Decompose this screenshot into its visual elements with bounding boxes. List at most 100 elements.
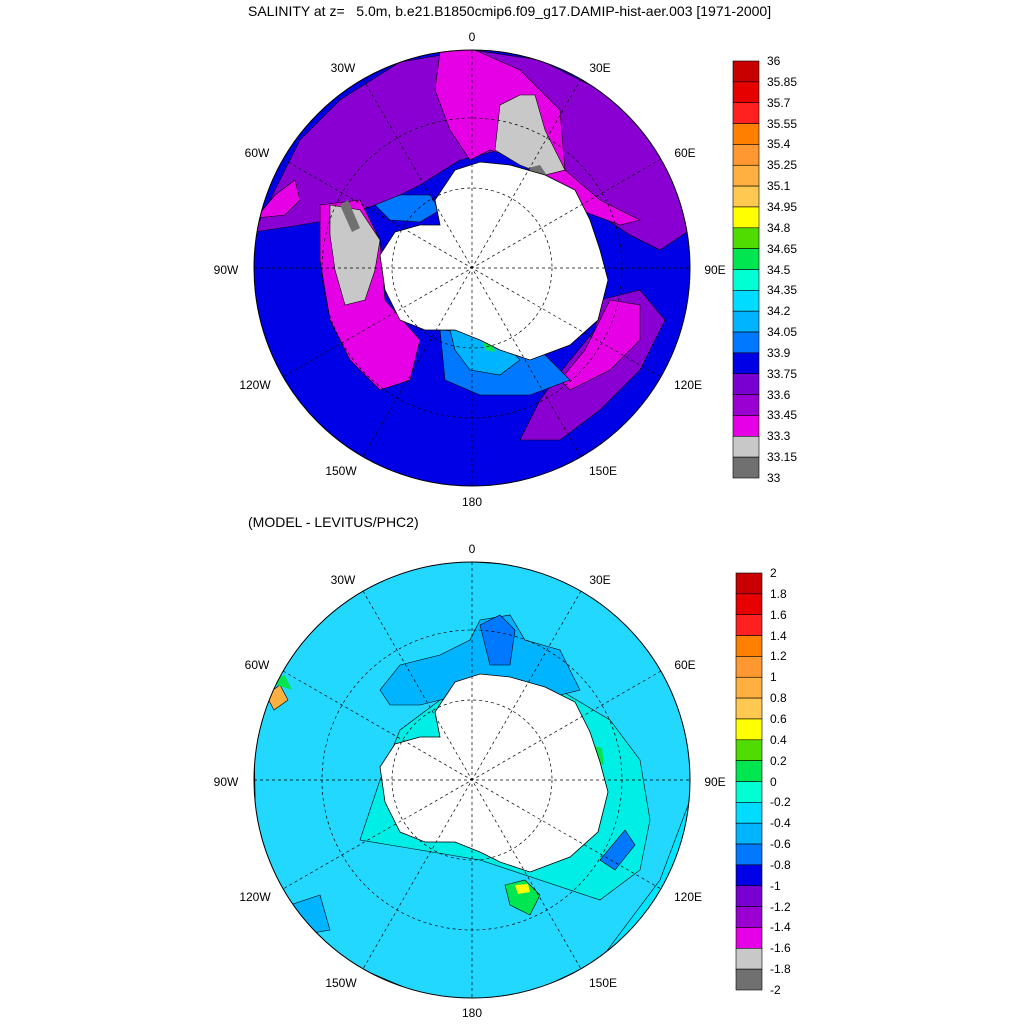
top-colorbar-tick-label: 35.7 [767,95,791,110]
bottom-colorbar-tick-label: 0.6 [770,711,787,726]
bottom-blue-east [599,829,636,871]
bottom-colorbar-tick-label: 0 [770,774,777,789]
bottom-colorbar-tick-label: -1 [770,878,781,893]
bottom-lon-label-60e: 60E [674,658,696,672]
top-colorbar-tick-label: 34.2 [767,304,791,319]
top-colorbar-cell-17 [732,415,760,437]
bottom-polar-map [254,562,690,998]
top-colorbar-tick-label: 33.6 [767,387,791,402]
top-lon-label-30w: 30W [330,61,356,75]
bottom-lon-label-180: 180 [461,1006,483,1020]
bottom-lon-label-150w: 150W [325,976,357,990]
top-colorbar-cell-9 [732,248,760,270]
bottom-colorbar-cell-0 [735,572,763,595]
top-colorbar-tick-label: 34.05 [767,325,798,340]
bottom-colorbar-cell-11 [735,802,763,824]
top-colorbar-tick-label: 33.9 [767,345,791,360]
top-colorbar-cell-15 [732,373,760,395]
top-colorbar-tick-label: 35.55 [767,116,798,131]
top-colorbar-tick-label: 33.75 [767,366,798,381]
bottom-lon-label-150e: 150E [588,976,618,990]
bottom-colorbar-cell-8 [735,739,763,761]
bottom-colorbar-tick-label: -1.4 [770,920,791,935]
top-colorbar-tick-label: 35.4 [767,137,791,152]
bottom-colorbar-cell-12 [735,822,763,845]
bottom-colorbar-cell-13 [735,843,763,866]
bottom-colorbar-tick-label: 1.6 [770,607,787,622]
bottom-colorbar-tick-label: -0.4 [770,816,791,831]
top-colorbar-cell-16 [732,394,760,416]
top-grid [254,50,690,486]
top-grey-weddell [329,204,381,306]
top-colorbar-tick-label: 35.85 [767,74,798,89]
top-colorbar-cell-1 [732,81,760,103]
top-darkgrey-1 [340,200,360,232]
bottom-colorbar-tick-label: 0.4 [770,732,787,747]
bottom-yellow-south [515,884,530,894]
bottom-colorbar-tick-label: 2 [770,566,777,580]
top-colorbar-cell-14 [732,352,760,375]
top-colorbar-tick-label: 35.25 [767,158,798,173]
bottom-colorbar-tick-label: 1.8 [770,586,787,601]
bottom-map-border [253,561,691,999]
bottom-colorbar-cell-10 [735,781,763,803]
top-colorbar-cell-11 [732,290,760,312]
top-colorbar-cell-3 [732,123,760,145]
bottom-colorbar-cell-19 [735,968,763,991]
top-colorbar-tick-label: 34.35 [767,283,798,298]
top-map-border [253,49,691,487]
bottom-colorbar-tick-label: -0.6 [770,837,791,852]
top-lon-label-120e: 120E [673,378,703,392]
bottom-map-title: (MODEL - LEVITUS/PHC2) [248,514,419,530]
bottom-colorbar-cell-15 [735,885,763,907]
bottom-colorbar-tick-label: -1.8 [770,962,791,977]
top-colorbar-tick-label: 34.8 [767,220,791,235]
top-colorbar-tick-label: 34.65 [767,241,798,256]
bottom-colorbar-tick-label: 1 [770,670,777,685]
top-colorbar [732,60,760,479]
top-colorbar-tick-label: 36 [767,54,781,68]
bottom-colorbar-tick-label: 1.2 [770,649,787,664]
top-lon-label-120w: 120W [239,378,271,392]
top-lon-label-180: 180 [461,495,483,509]
top-lon-label-60e: 60E [674,146,696,160]
top-colorbar-tick-label: 33.45 [767,408,798,423]
top-colorbar-cell-12 [732,310,760,333]
top-colorbar-tick-label: 34.95 [767,199,798,214]
bottom-colorbar-tick-label: -2 [770,983,781,997]
top-lon-label-90w: 90W [213,263,239,277]
top-antarctica [379,161,609,361]
bottom-lon-label-30e: 30E [589,573,611,587]
bottom-colorbar-cell-3 [735,635,763,657]
top-colorbar-cell-13 [732,331,760,354]
top-colorbar-tick-label: 33.3 [767,429,791,444]
bottom-colorbar-cell-18 [735,947,763,970]
bottom-colorbar-tick-label: 0.2 [770,753,787,768]
top-colorbar-cell-2 [732,102,760,124]
top-lon-label-30e: 30E [589,61,611,75]
bottom-colorbar-tick-label: 0.8 [770,691,787,706]
top-lon-label-60w: 60W [244,146,270,160]
top-colorbar-cell-4 [732,144,760,166]
top-magenta-se [559,299,641,391]
bottom-colorbar-cell-16 [735,906,763,928]
top-lon-label-90e: 90E [704,263,726,277]
top-lon-label-150e: 150E [588,464,618,478]
bottom-colorbar-tick-label: -0.2 [770,795,791,810]
bottom-colorbar-tick-label: -0.8 [770,857,791,872]
bottom-green-south [504,879,541,916]
top-colorbar-cell-5 [732,164,760,187]
top-colorbar-tick-label: 34.5 [767,262,791,277]
bottom-grid [254,562,690,998]
top-colorbar-cell-18 [732,435,760,458]
top-colorbar-cell-19 [732,456,760,479]
top-colorbar-tick-label: 33 [767,471,781,485]
top-magenta-nw-coast [255,179,301,219]
top-colorbar-cell-6 [732,185,760,208]
bottom-antarctica [379,673,609,873]
bottom-lon-label-90e: 90E [704,775,726,789]
bottom-colorbar-cell-4 [735,656,763,678]
bottom-colorbar-tick-label: -1.6 [770,941,791,956]
bottom-colorbar-cell-17 [735,927,763,949]
bottom-colorbar-cell-2 [735,614,763,636]
